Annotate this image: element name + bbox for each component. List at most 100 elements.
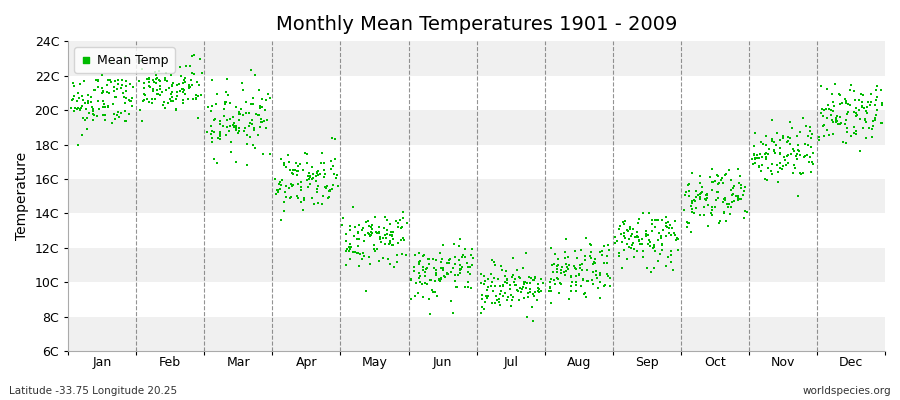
Point (91, 84, 105, 90)
Point (698, 196, 712, 202)
Point (786, 170, 800, 176)
Bar (68, 282, 885, 317)
Point (178, 90, 193, 97)
Point (740, 209, 754, 215)
Point (670, 236, 685, 242)
Point (353, 251, 367, 258)
Point (622, 244, 636, 250)
Point (309, 173, 323, 179)
Point (728, 193, 742, 199)
Point (856, 125, 870, 131)
Point (824, 112, 838, 118)
Point (814, 110, 828, 116)
Point (817, 133, 832, 139)
Point (223, 100, 238, 106)
Point (830, 118, 844, 124)
Point (404, 277, 419, 283)
Point (551, 262, 565, 269)
Point (274, 217, 288, 223)
Point (870, 82, 885, 89)
Point (711, 172, 725, 179)
Point (296, 197, 310, 203)
Point (620, 241, 634, 247)
Point (164, 91, 178, 97)
Point (173, 88, 187, 94)
Point (750, 155, 764, 161)
Point (597, 260, 611, 266)
Point (544, 288, 558, 295)
Point (724, 199, 739, 205)
Point (416, 294, 430, 300)
Point (285, 182, 300, 189)
Point (770, 168, 785, 175)
Point (102, 90, 116, 96)
Point (684, 228, 698, 235)
Point (484, 257, 499, 263)
Point (787, 148, 801, 154)
Point (688, 188, 703, 194)
Point (364, 230, 379, 237)
Point (648, 217, 662, 223)
Point (699, 192, 714, 199)
Point (635, 236, 650, 242)
Point (720, 204, 734, 211)
Point (204, 123, 219, 130)
Point (235, 80, 249, 86)
Point (242, 134, 256, 140)
Point (450, 284, 464, 290)
Point (531, 285, 545, 291)
Point (518, 281, 532, 287)
Point (104, 77, 118, 84)
Point (839, 116, 853, 123)
Point (542, 288, 556, 294)
Point (545, 269, 560, 275)
Point (734, 182, 748, 188)
Point (284, 170, 299, 176)
Point (427, 265, 441, 271)
Point (339, 246, 354, 253)
Point (302, 176, 316, 182)
Point (760, 150, 774, 157)
Point (318, 183, 332, 190)
Point (759, 133, 773, 139)
Point (575, 260, 590, 267)
Point (477, 306, 491, 312)
Point (407, 264, 421, 271)
Point (586, 258, 600, 265)
Point (731, 166, 745, 172)
Point (579, 234, 593, 241)
Point (510, 287, 525, 294)
Point (448, 254, 463, 260)
Point (855, 103, 869, 110)
Point (500, 275, 514, 282)
Point (207, 129, 221, 135)
Point (551, 276, 565, 282)
Point (166, 80, 180, 86)
Point (72, 95, 86, 101)
Point (578, 290, 592, 296)
Point (150, 91, 165, 97)
Point (521, 274, 535, 281)
Bar (68, 76, 885, 110)
Point (87, 87, 102, 93)
Point (465, 246, 480, 252)
Point (506, 272, 520, 278)
Point (523, 286, 537, 292)
Point (858, 116, 872, 123)
Point (421, 261, 436, 268)
Point (377, 241, 392, 247)
Point (377, 224, 392, 231)
Point (176, 86, 190, 92)
Point (135, 117, 149, 124)
Point (367, 214, 382, 220)
Point (250, 112, 265, 118)
Point (165, 94, 179, 101)
Point (724, 187, 738, 194)
Point (229, 159, 243, 165)
Point (464, 271, 478, 278)
Point (370, 230, 384, 236)
Point (655, 242, 670, 248)
Point (248, 144, 262, 151)
Y-axis label: Temperature: Temperature (15, 152, 29, 240)
Point (231, 111, 246, 117)
